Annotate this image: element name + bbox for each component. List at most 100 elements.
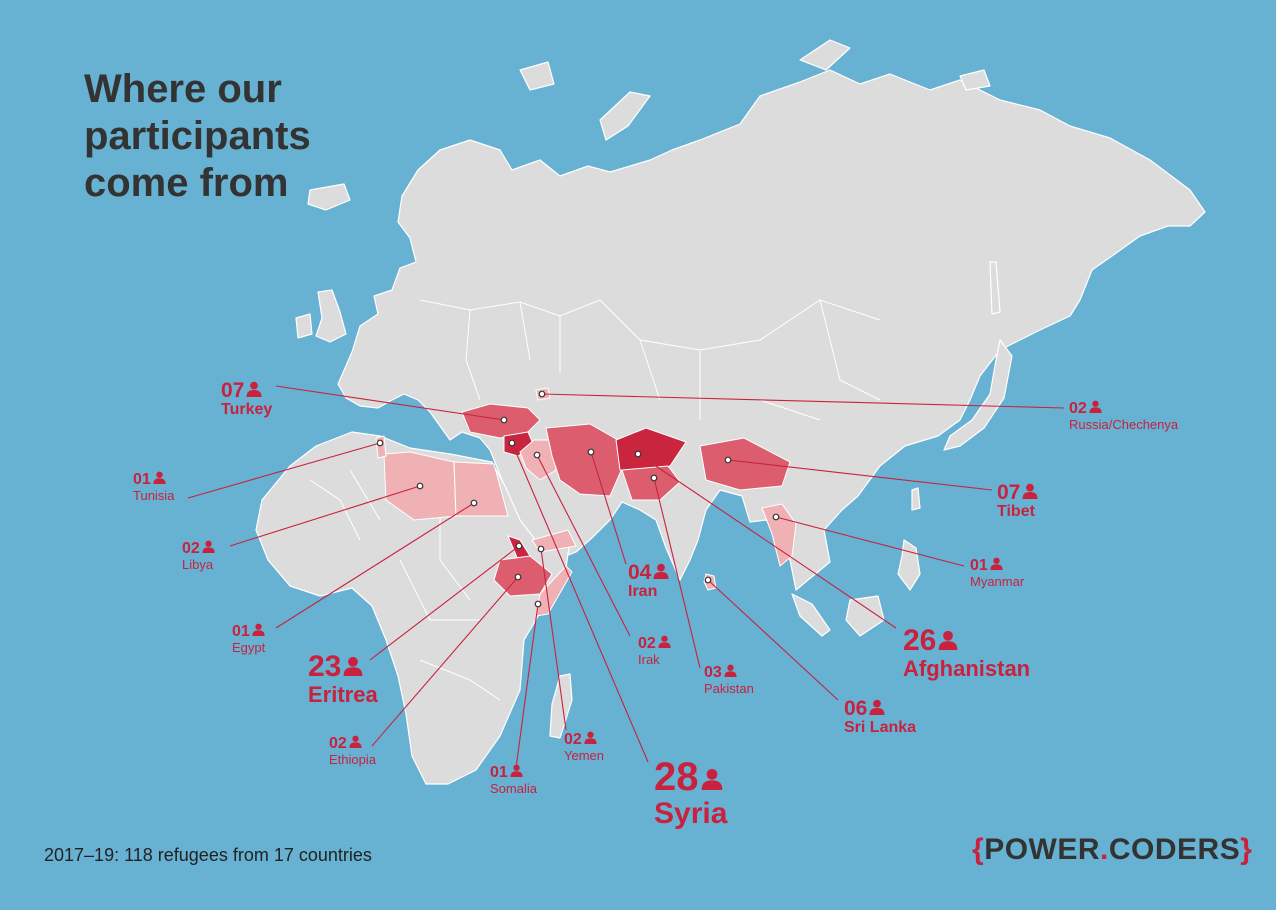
person-icon — [1022, 483, 1038, 499]
name-tunisia: Tunisia — [133, 487, 175, 503]
leader-lines — [187, 385, 1065, 769]
label-pakistan: 03 Pakistan — [704, 664, 754, 695]
taiwan — [911, 487, 921, 511]
sumatra — [791, 593, 831, 637]
dot-somalia — [534, 600, 542, 608]
count-libya: 02 — [182, 540, 200, 557]
dot-turkey — [500, 416, 508, 424]
power-coders-logo: {POWER.CODERS} — [972, 833, 1252, 867]
dot-eritrea — [515, 542, 523, 550]
leader-tibet — [727, 459, 993, 491]
new-siberian-islands — [959, 69, 991, 91]
leader-irak — [536, 454, 631, 637]
leader-libya — [229, 485, 421, 547]
dot-yemen — [537, 545, 545, 553]
label-myanmar: 01 Myanmar — [970, 557, 1024, 588]
person-icon — [701, 768, 723, 790]
name-russia: Russia/Chechenya — [1069, 416, 1179, 432]
name-egypt: Egypt — [232, 639, 266, 655]
iran-region — [545, 423, 625, 497]
logo-word-power: POWER — [984, 833, 1101, 866]
label-somalia: 01 Somalia — [490, 764, 537, 795]
count-iran: 04 — [628, 561, 652, 584]
count-tunisia: 01 — [133, 471, 151, 488]
name-irak: Irak — [638, 651, 660, 667]
label-afghanistan: 26 Afghanistan — [903, 625, 1030, 680]
name-libya: Libya — [182, 556, 214, 572]
person-icon — [653, 563, 669, 579]
count-somalia: 01 — [490, 764, 508, 781]
leader-iran — [590, 451, 627, 565]
leader-srilanka — [707, 579, 839, 701]
count-srilanka: 06 — [844, 697, 868, 720]
name-ethiopia: Ethiopia — [329, 751, 376, 767]
person-icon — [869, 699, 885, 715]
novaya-zemlya — [599, 91, 651, 141]
dot-ethiopia — [514, 573, 522, 581]
count-irak: 02 — [638, 635, 656, 652]
egypt-region — [453, 461, 509, 517]
person-icon — [724, 664, 737, 677]
name-turkey: Turkey — [221, 401, 273, 419]
person-icon — [202, 540, 215, 553]
label-libya: 02 Libya — [182, 540, 215, 571]
person-icon — [343, 656, 363, 676]
irak-region — [519, 439, 557, 481]
name-yemen: Yemen — [564, 747, 604, 763]
location-dots — [376, 390, 780, 608]
label-srilanka: 06 Sri Lanka — [844, 697, 917, 737]
leader-syria — [511, 442, 649, 763]
label-egypt: 01 Egypt — [232, 623, 265, 654]
count-pakistan: 03 — [704, 664, 722, 681]
label-yemen: 02 Yemen — [564, 731, 604, 762]
name-srilanka: Sri Lanka — [844, 719, 917, 737]
pakistan-region — [621, 465, 681, 501]
person-icon — [1089, 400, 1102, 413]
internal-borders — [309, 299, 881, 701]
logo-brace-close: } — [1240, 833, 1253, 866]
person-icon — [990, 557, 1003, 570]
person-icon — [153, 471, 166, 484]
philippines — [897, 539, 921, 591]
name-syria: Syria — [654, 797, 728, 830]
leader-myanmar — [775, 516, 965, 567]
ireland — [295, 313, 313, 339]
tibet-region — [699, 437, 791, 491]
label-tibet: 07 Tibet — [997, 481, 1038, 521]
dot-tibet — [724, 456, 732, 464]
page-title: Where our participants come from — [84, 67, 311, 205]
name-afghanistan: Afghanistan — [903, 655, 1031, 681]
count-tibet: 07 — [997, 481, 1021, 504]
leader-yemen — [540, 548, 567, 731]
label-syria: 28 Syria — [654, 756, 727, 830]
name-iran: Iran — [628, 583, 658, 601]
count-eritrea: 23 — [308, 650, 342, 683]
africa-landmass — [255, 431, 571, 785]
dot-egypt — [470, 499, 478, 507]
count-syria: 28 — [654, 755, 699, 799]
label-iran: 04 Iran — [628, 561, 669, 601]
logo-dot: . — [1100, 833, 1109, 866]
count-egypt: 01 — [232, 623, 250, 640]
severnaya-zemlya — [799, 39, 851, 71]
label-eritrea: 23 Eritrea — [308, 651, 378, 706]
leader-ethiopia — [371, 576, 519, 747]
dot-libya — [416, 482, 424, 490]
name-myanmar: Myanmar — [970, 573, 1025, 589]
afghanistan-region — [615, 427, 687, 477]
label-tunisia: 01 Tunisia — [133, 471, 174, 502]
great-britain — [315, 289, 347, 343]
person-icon — [252, 623, 265, 636]
iceland — [307, 183, 351, 211]
footer-summary: 2017–19: 118 refugees from 17 countries — [44, 845, 372, 865]
tunisia-region — [375, 435, 387, 459]
count-myanmar: 01 — [970, 557, 988, 574]
dot-irak — [533, 451, 541, 459]
dot-srilanka — [704, 576, 712, 584]
label-russia: 02 Russia/Chechenya — [1069, 400, 1178, 431]
label-turkey: 07 Turkey — [221, 379, 273, 419]
person-icon — [584, 731, 597, 744]
name-eritrea: Eritrea — [308, 681, 378, 707]
leader-somalia — [515, 603, 539, 769]
logo-brace-open: { — [972, 833, 985, 866]
